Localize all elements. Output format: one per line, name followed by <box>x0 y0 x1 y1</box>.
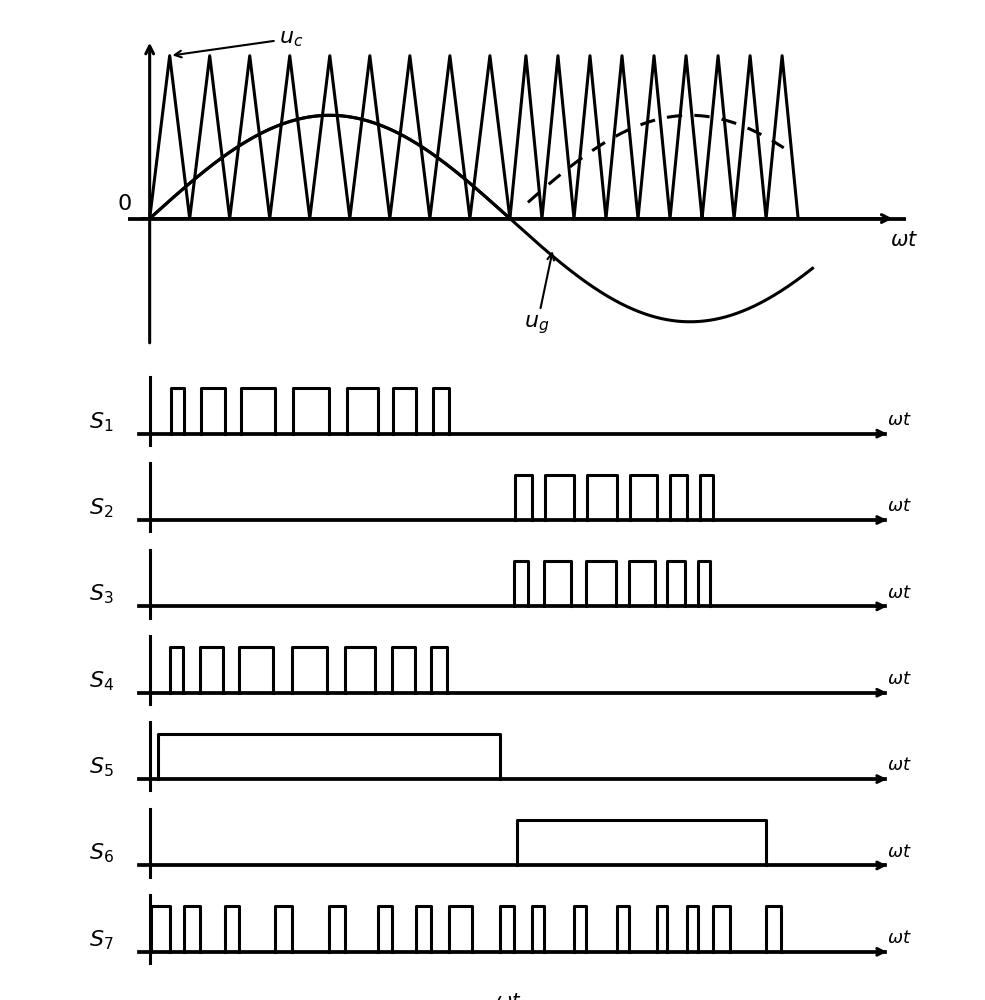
Text: $S_{2}$: $S_{2}$ <box>90 496 113 520</box>
Text: $u_g$: $u_g$ <box>524 253 554 336</box>
Text: $\omega t$: $\omega t$ <box>494 993 521 1000</box>
Text: $u_c$: $u_c$ <box>174 27 303 57</box>
Text: $\omega t$: $\omega t$ <box>886 670 911 688</box>
Text: $S_{7}$: $S_{7}$ <box>89 928 113 952</box>
Text: $0$: $0$ <box>117 193 132 215</box>
Text: $\omega t$: $\omega t$ <box>886 843 911 861</box>
Text: $\omega t$: $\omega t$ <box>886 584 911 602</box>
Text: $S_{6}$: $S_{6}$ <box>89 842 113 865</box>
Text: $\omega t$: $\omega t$ <box>886 411 911 429</box>
Text: $S_{1}$: $S_{1}$ <box>90 410 113 434</box>
Text: $\omega t$: $\omega t$ <box>886 497 911 515</box>
Text: $S_{4}$: $S_{4}$ <box>89 669 113 693</box>
Text: $S_{5}$: $S_{5}$ <box>89 755 113 779</box>
Text: $\omega t$: $\omega t$ <box>890 230 919 250</box>
Text: $\omega t$: $\omega t$ <box>886 929 911 947</box>
Text: $S_{3}$: $S_{3}$ <box>89 583 113 606</box>
Text: $\omega t$: $\omega t$ <box>886 756 911 774</box>
